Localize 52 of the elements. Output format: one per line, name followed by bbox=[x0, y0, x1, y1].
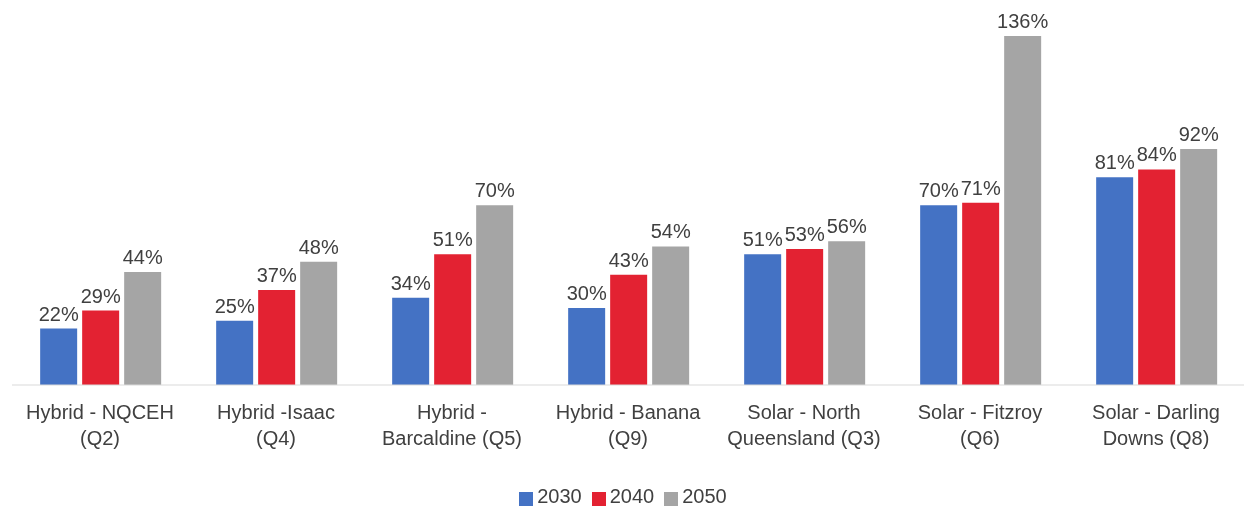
x-tick-label: Hybrid - Banana (Q9) bbox=[555, 401, 702, 449]
x-tick-label: Hybrid - Barcaldine (Q5) bbox=[381, 401, 523, 449]
x-tick-label: Solar - North Queensland (Q3) bbox=[727, 401, 881, 449]
bar bbox=[962, 202, 1000, 385]
bar bbox=[40, 328, 78, 385]
bar bbox=[1004, 36, 1042, 385]
x-tick-label: Hybrid -Isaac (Q4) bbox=[217, 401, 335, 449]
bar bbox=[258, 290, 296, 385]
data-label: 48% bbox=[298, 235, 339, 258]
data-label: 53% bbox=[784, 222, 825, 245]
x-tick-label: Solar - Darling Downs (Q8) bbox=[1092, 401, 1220, 449]
bar bbox=[300, 261, 338, 385]
legend-label: 2050 bbox=[682, 485, 727, 507]
data-label: 92% bbox=[1178, 122, 1219, 145]
data-label: 22% bbox=[38, 302, 79, 325]
data-label: 44% bbox=[122, 246, 163, 269]
bar bbox=[124, 272, 162, 385]
x-tick-label: Solar - Fitzroy (Q6) bbox=[917, 401, 1043, 449]
bar bbox=[1138, 169, 1176, 385]
bar bbox=[920, 205, 958, 385]
data-label: 70% bbox=[474, 179, 515, 202]
data-label: 37% bbox=[256, 264, 297, 287]
bar bbox=[392, 297, 430, 385]
data-label: 30% bbox=[566, 282, 607, 305]
x-tick-label: Hybrid - NQCEH (Q2) bbox=[26, 401, 174, 449]
data-label: 51% bbox=[432, 228, 473, 251]
bar bbox=[216, 320, 254, 385]
bar bbox=[744, 254, 782, 385]
data-label: 29% bbox=[80, 284, 121, 307]
data-label: 136% bbox=[997, 10, 1049, 32]
legend-label: 2040 bbox=[609, 485, 655, 507]
data-label: 81% bbox=[1094, 151, 1135, 174]
data-label: 51% bbox=[742, 228, 783, 251]
data-label: 84% bbox=[1136, 143, 1177, 166]
data-label: 43% bbox=[608, 248, 649, 271]
data-label: 25% bbox=[214, 294, 255, 317]
bar bbox=[828, 241, 866, 385]
bar bbox=[82, 310, 120, 385]
bar bbox=[652, 246, 690, 385]
data-label: 34% bbox=[390, 271, 431, 294]
bar bbox=[568, 308, 606, 385]
data-label: 71% bbox=[960, 176, 1001, 199]
legend-label: 2030 bbox=[537, 485, 582, 507]
data-label: 70% bbox=[918, 179, 959, 202]
bar bbox=[476, 205, 514, 385]
bar bbox=[1096, 177, 1134, 385]
bar bbox=[434, 254, 472, 385]
data-label: 56% bbox=[826, 215, 867, 238]
bar bbox=[1180, 148, 1218, 385]
bar bbox=[786, 248, 824, 385]
bar bbox=[610, 274, 648, 385]
data-label: 54% bbox=[650, 220, 691, 243]
